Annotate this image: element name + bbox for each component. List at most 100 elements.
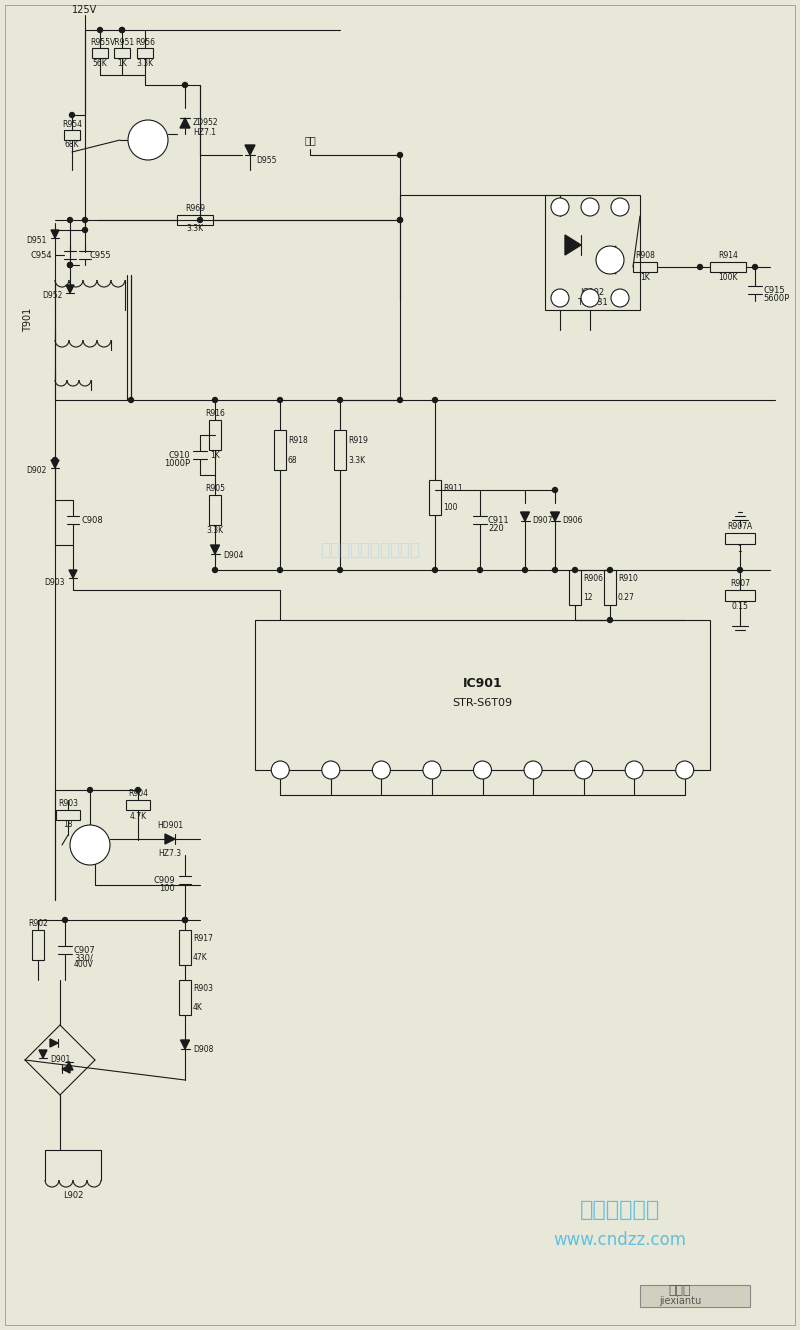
Text: 4: 4	[618, 294, 622, 302]
Circle shape	[98, 28, 102, 32]
Text: D903: D903	[45, 577, 65, 587]
Text: VR951: VR951	[110, 37, 134, 47]
Bar	[126, 801, 150, 810]
Text: R916: R916	[205, 408, 225, 418]
Text: 1: 1	[682, 766, 687, 774]
Bar	[725, 591, 755, 601]
Text: 杭州将睿科技有限公司: 杭州将睿科技有限公司	[320, 541, 420, 559]
Text: D955: D955	[256, 156, 277, 165]
Bar	[56, 810, 80, 821]
Bar	[209, 420, 221, 450]
Text: 1000P: 1000P	[164, 459, 190, 468]
Bar	[177, 215, 213, 225]
Text: T901: T901	[23, 307, 33, 332]
Circle shape	[698, 265, 702, 270]
Polygon shape	[51, 230, 59, 238]
Bar	[137, 48, 153, 59]
Circle shape	[271, 761, 290, 779]
Bar	[640, 1285, 750, 1307]
Bar	[710, 262, 746, 273]
Text: D904: D904	[223, 551, 243, 560]
Polygon shape	[521, 512, 530, 521]
Text: 3.3K: 3.3K	[186, 223, 203, 233]
Text: 3: 3	[618, 202, 622, 211]
Polygon shape	[245, 145, 255, 156]
Bar	[114, 48, 130, 59]
Text: 0.15: 0.15	[731, 601, 749, 610]
Bar	[92, 48, 108, 59]
Bar	[32, 930, 44, 960]
Polygon shape	[565, 235, 581, 255]
Circle shape	[398, 218, 402, 222]
Text: STR-S6T09: STR-S6T09	[453, 698, 513, 708]
Polygon shape	[180, 118, 190, 128]
Circle shape	[70, 825, 110, 864]
Text: www.cndzz.com: www.cndzz.com	[554, 1232, 686, 1249]
Text: C910: C910	[168, 451, 190, 459]
Circle shape	[625, 761, 643, 779]
Bar	[255, 620, 710, 770]
Text: 5: 5	[480, 766, 485, 774]
Text: R911: R911	[443, 484, 462, 492]
Circle shape	[553, 568, 558, 572]
Bar	[274, 430, 286, 469]
Circle shape	[433, 568, 438, 572]
Bar	[569, 571, 581, 605]
Text: 待机: 待机	[304, 136, 316, 145]
Text: R906: R906	[583, 573, 603, 583]
Text: D952: D952	[42, 290, 63, 299]
Text: IC901: IC901	[462, 677, 502, 689]
Text: 2: 2	[631, 766, 637, 774]
Text: R914: R914	[718, 250, 738, 259]
Text: R954: R954	[62, 120, 82, 129]
Bar	[633, 262, 657, 273]
Bar	[725, 533, 755, 544]
Text: 5600P: 5600P	[763, 294, 790, 302]
Circle shape	[67, 218, 73, 222]
Text: R918: R918	[288, 435, 308, 444]
Text: HZ7.3: HZ7.3	[158, 849, 182, 858]
Text: C955: C955	[90, 250, 112, 259]
Text: L902: L902	[63, 1192, 83, 1201]
Text: 6: 6	[558, 294, 562, 302]
Circle shape	[135, 787, 141, 793]
Text: 0.27: 0.27	[618, 592, 635, 601]
Circle shape	[398, 218, 402, 222]
Text: C909: C909	[154, 875, 175, 884]
Text: 3.3K: 3.3K	[137, 59, 154, 68]
Circle shape	[596, 246, 624, 274]
Text: 56K: 56K	[93, 59, 107, 68]
Circle shape	[522, 568, 527, 572]
Circle shape	[278, 568, 282, 572]
Polygon shape	[65, 1061, 73, 1071]
Text: C907: C907	[74, 946, 96, 955]
Circle shape	[372, 761, 390, 779]
Circle shape	[53, 458, 58, 463]
Text: 1K: 1K	[210, 451, 220, 459]
Circle shape	[551, 198, 569, 215]
Text: 330/: 330/	[74, 954, 93, 963]
Bar	[179, 930, 191, 966]
Circle shape	[82, 227, 87, 233]
Circle shape	[478, 568, 482, 572]
Text: R919: R919	[348, 435, 368, 444]
Text: 100: 100	[159, 883, 175, 892]
Circle shape	[676, 761, 694, 779]
Circle shape	[551, 289, 569, 307]
Circle shape	[607, 568, 613, 572]
Text: 400V: 400V	[74, 959, 94, 968]
Circle shape	[611, 289, 629, 307]
Text: 7: 7	[378, 766, 384, 774]
Text: Q951: Q951	[138, 128, 158, 137]
Circle shape	[338, 398, 342, 403]
Bar	[429, 480, 441, 515]
Circle shape	[553, 488, 558, 492]
Text: 12: 12	[583, 592, 593, 601]
Text: 3.3K: 3.3K	[348, 455, 365, 464]
Text: C954: C954	[30, 250, 52, 259]
Text: C908: C908	[81, 516, 102, 524]
Bar	[604, 571, 616, 605]
Text: 8: 8	[328, 766, 334, 774]
Polygon shape	[69, 571, 77, 579]
Polygon shape	[181, 1040, 190, 1049]
